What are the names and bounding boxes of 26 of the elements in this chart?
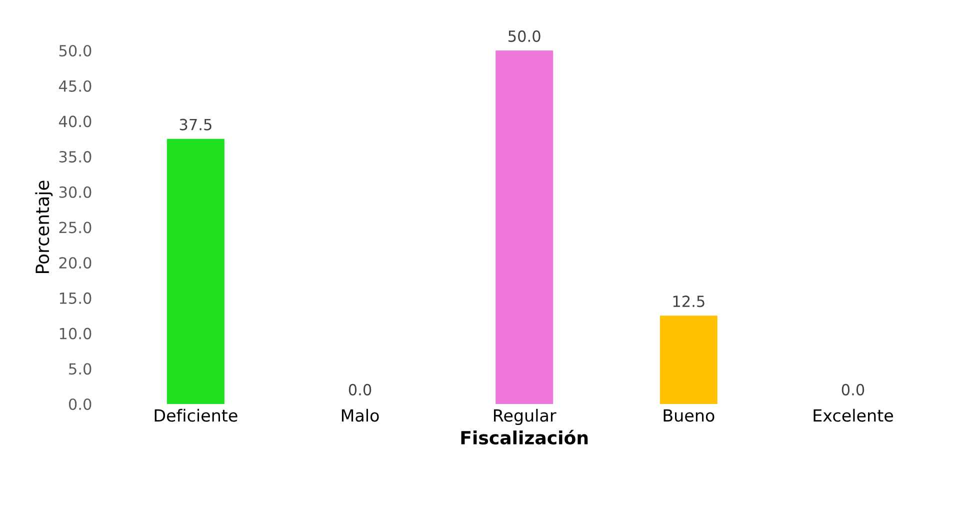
x-axis-title: Fiscalización xyxy=(461,430,588,445)
y-tick-label: 0.0 xyxy=(68,398,92,410)
x-tick-label: Excelente xyxy=(814,408,893,422)
y-tick-label: 40.0 xyxy=(58,116,92,128)
y-tick-label: 35.0 xyxy=(59,151,92,163)
x-tick-label: Bueno xyxy=(664,409,714,422)
x-tick-label: Regular xyxy=(494,408,556,425)
y-axis-title: Porcentaje xyxy=(35,180,53,273)
y-tick-label: 20.0 xyxy=(59,257,92,269)
bar xyxy=(496,50,554,404)
data-label: 37.5 xyxy=(180,118,212,130)
y-tick-label: 15.0 xyxy=(60,292,92,304)
x-tick-label: Deficiente xyxy=(154,408,238,422)
y-tick-label: 45.0 xyxy=(58,80,92,92)
bar xyxy=(166,138,224,404)
data-label: 0.0 xyxy=(348,384,372,396)
y-tick-label: 10.0 xyxy=(60,328,92,340)
y-tick-label: 25.0 xyxy=(59,222,92,234)
bar xyxy=(660,316,718,404)
data-label: 0.0 xyxy=(842,384,864,396)
y-tick-label: 30.0 xyxy=(59,186,92,198)
data-label: 50.0 xyxy=(508,30,540,42)
data-label: 12.5 xyxy=(673,296,704,308)
y-tick-label: 5.0 xyxy=(69,363,92,375)
x-tick-label: Malo xyxy=(342,408,379,422)
y-tick-label: 50.0 xyxy=(59,44,92,57)
